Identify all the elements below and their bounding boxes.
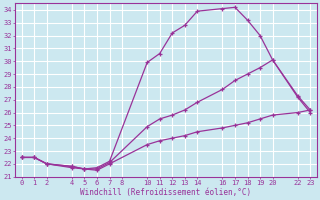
X-axis label: Windchill (Refroidissement éolien,°C): Windchill (Refroidissement éolien,°C) [80,188,252,197]
